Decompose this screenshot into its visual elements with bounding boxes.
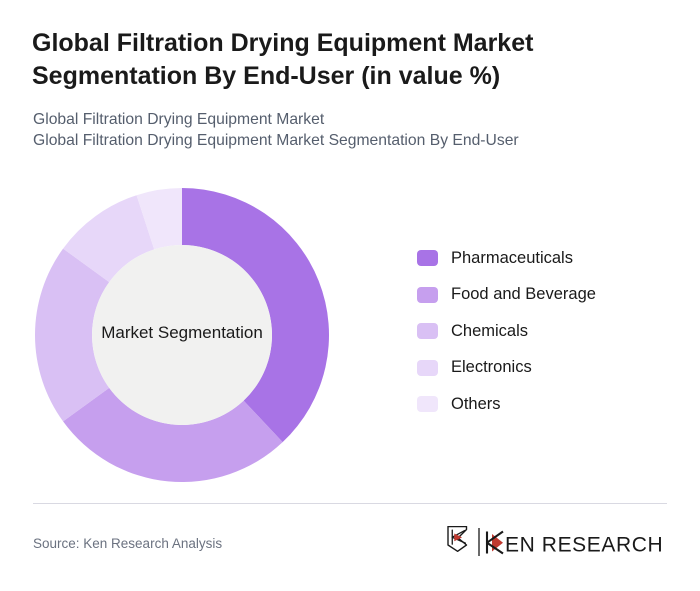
- svg-text:EN RESEARCH: EN RESEARCH: [505, 534, 663, 557]
